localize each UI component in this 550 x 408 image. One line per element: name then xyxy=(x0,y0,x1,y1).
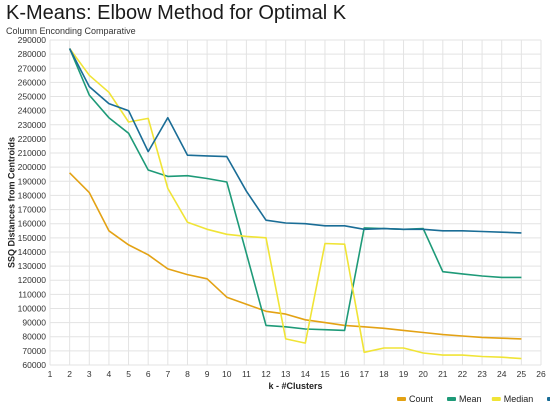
x-tick-label: 3 xyxy=(87,369,92,379)
y-axis-title: SSQ Distances from Centroids xyxy=(6,137,16,268)
x-tick-label: 11 xyxy=(242,369,251,379)
chart-legend: CountMeanMedianMode xyxy=(397,394,550,404)
x-tick-label: 24 xyxy=(497,369,507,379)
y-tick-label: 230000 xyxy=(18,120,47,130)
y-tick-label: 220000 xyxy=(18,134,47,144)
chart-title: K-Means: Elbow Method for Optimal K xyxy=(6,2,347,24)
y-tick-label: 110000 xyxy=(18,289,46,299)
legend-swatch-mode xyxy=(547,397,550,401)
x-tick-label: 10 xyxy=(222,369,232,379)
x-tick-label: 13 xyxy=(281,369,291,379)
y-tick-label: 240000 xyxy=(18,106,47,116)
x-tick-label: 16 xyxy=(340,369,350,379)
x-tick-label: 22 xyxy=(458,369,468,379)
x-tick-label: 1 xyxy=(48,369,53,379)
legend-swatch-mean xyxy=(447,397,456,401)
x-tick-label: 20 xyxy=(418,369,428,379)
x-axis-title: k - #Clusters xyxy=(268,381,322,391)
x-tick-label: 6 xyxy=(146,369,151,379)
x-tick-label: 12 xyxy=(261,369,271,379)
series-line-mode xyxy=(68,48,522,234)
x-axis-ticks: 1 2 3 4 5 6 7 8 9 10 11 12 13 14 15 16 17 18 19 20 21 22 23 24 2… xyxy=(48,369,546,379)
y-tick-label: 190000 xyxy=(18,176,47,186)
y-tick-label: 120000 xyxy=(18,275,47,285)
legend-swatch-median xyxy=(491,397,501,401)
x-tick-label: 19 xyxy=(399,369,409,379)
y-tick-label: 80000 xyxy=(22,332,46,342)
x-tick-label: 4 xyxy=(107,369,112,379)
series-line-median xyxy=(68,48,522,360)
x-tick-label: 9 xyxy=(205,369,210,379)
y-tick-label: 100000 xyxy=(18,303,47,313)
x-tick-label: 15 xyxy=(320,369,330,379)
y-tick-label: 250000 xyxy=(18,92,47,102)
series-lines xyxy=(68,48,522,360)
y-tick-label: 200000 xyxy=(18,162,47,172)
series-line-count xyxy=(69,172,522,340)
y-tick-label: 60000 xyxy=(22,360,46,370)
y-tick-label: 280000 xyxy=(18,49,47,59)
y-tick-label: 160000 xyxy=(18,219,47,229)
y-tick-label: 170000 xyxy=(18,205,47,215)
x-tick-label: 7 xyxy=(165,369,170,379)
y-tick-label: 290000 xyxy=(18,35,47,45)
legend-label-mean: Mean xyxy=(459,394,482,404)
series-line-mean xyxy=(68,48,522,332)
x-tick-label: 8 xyxy=(185,369,190,379)
x-tick-label: 23 xyxy=(477,369,487,379)
legend-label-median: Median xyxy=(504,394,534,404)
x-tick-label: 17 xyxy=(360,369,370,379)
x-tick-label: 26 xyxy=(536,369,546,379)
x-tick-label: 14 xyxy=(301,369,311,379)
y-tick-label: 210000 xyxy=(18,148,47,158)
y-tick-label: 130000 xyxy=(18,261,47,271)
x-tick-label: 5 xyxy=(126,369,131,379)
y-tick-label: 150000 xyxy=(18,233,47,243)
legend-swatch-count xyxy=(397,397,406,401)
x-tick-label: 21 xyxy=(438,369,448,379)
y-tick-label: 260000 xyxy=(18,77,47,87)
legend-label-count: Count xyxy=(409,394,434,404)
chart-subtitle: Column Enconding Comparative xyxy=(6,26,136,36)
x-tick-label: 18 xyxy=(379,369,389,379)
x-tick-label: 2 xyxy=(67,369,72,379)
x-tick-label: 25 xyxy=(517,369,527,379)
y-tick-label: 70000 xyxy=(22,346,46,356)
y-tick-label: 90000 xyxy=(22,318,46,328)
y-tick-label: 270000 xyxy=(18,63,47,73)
y-tick-label: 140000 xyxy=(18,247,47,257)
y-axis-ticks: 60000 70000 80000 90000 100000 110000 120000 13… xyxy=(18,35,47,370)
y-tick-label: 180000 xyxy=(18,190,47,200)
